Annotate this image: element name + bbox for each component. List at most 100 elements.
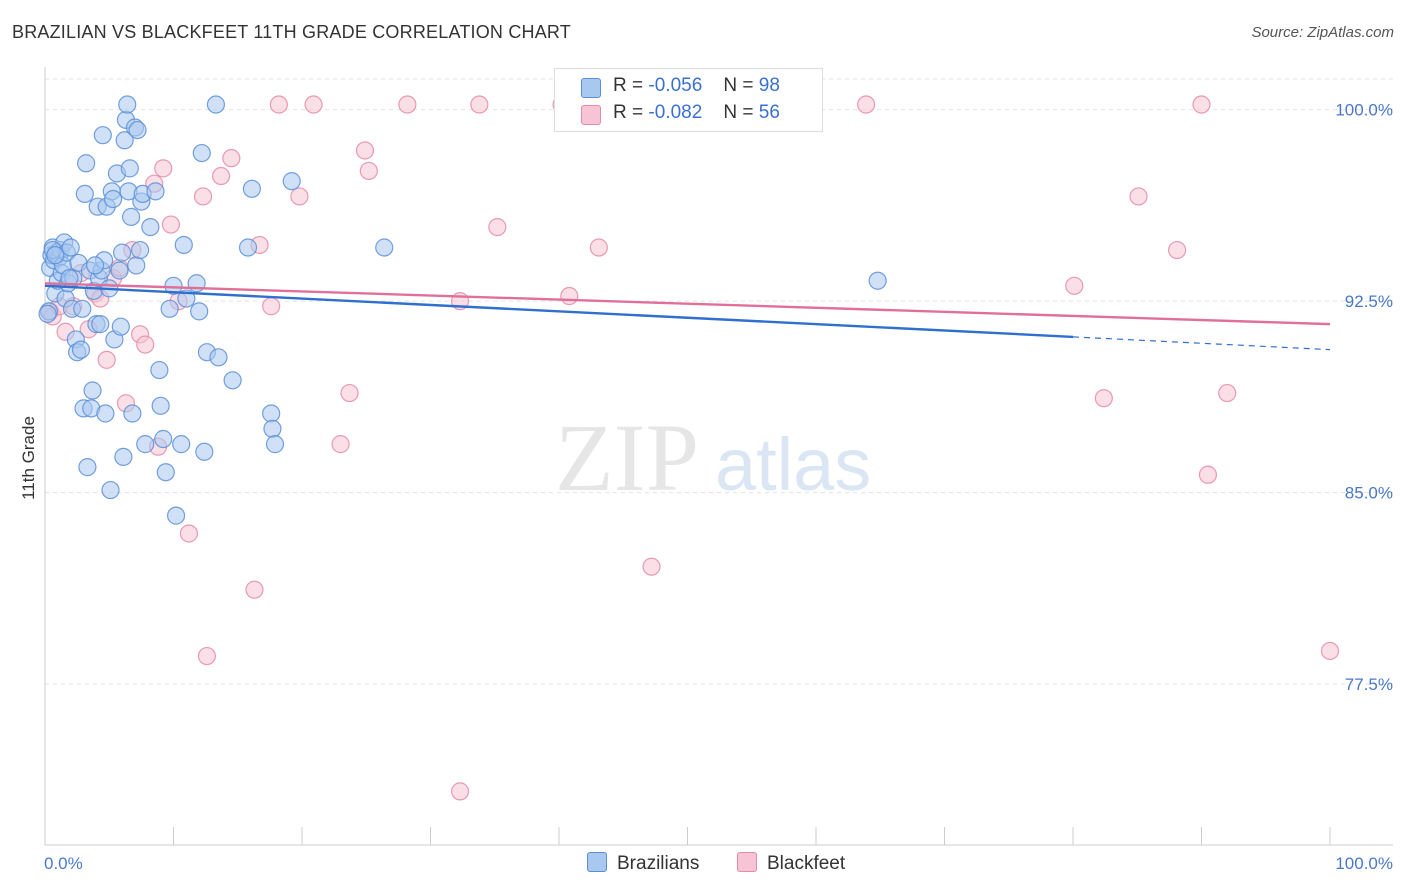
blackfeet-point xyxy=(488,217,507,237)
blackfeet-point xyxy=(340,383,359,403)
brazilians-point xyxy=(71,340,91,359)
legend-n-label: N = xyxy=(723,102,754,123)
brazilians-point xyxy=(172,435,191,454)
legend-r-label: R = xyxy=(613,75,644,96)
blackfeet-point xyxy=(154,159,173,178)
y-tick-label: 100.0% xyxy=(1335,101,1393,120)
chart-title: BRAZILIAN VS BLACKFEET 11TH GRADE CORREL… xyxy=(12,22,571,42)
bottom-legend-swatch-brazilians xyxy=(587,852,607,872)
legend-r-label: R = xyxy=(613,102,644,123)
brazilians-point xyxy=(128,120,147,140)
bottom-legend-label-blackfeet: Blackfeet xyxy=(767,853,846,874)
bottom-legend-label-brazilians: Brazilians xyxy=(617,853,700,874)
brazilians-point xyxy=(127,256,146,275)
correlation-legend: R = -0.056 N = 98 R = -0.082 N = 56 xyxy=(554,68,823,132)
blackfeet-point xyxy=(450,782,470,801)
blackfeet-point xyxy=(1065,276,1084,295)
trend-lines xyxy=(44,282,1331,351)
blackfeet-point xyxy=(355,141,375,160)
brazilians-points xyxy=(38,95,887,525)
brazilians-point xyxy=(112,243,132,262)
bottom-legend-brazilians[interactable]: Brazilians xyxy=(587,852,699,875)
brazilians-point xyxy=(61,238,80,257)
watermark-zip: ZIP xyxy=(555,404,699,511)
blackfeet-point xyxy=(161,215,181,234)
brazilians-point xyxy=(156,463,175,482)
y-tick-label: 77.5% xyxy=(1345,675,1393,694)
blackfeet-point xyxy=(290,187,309,206)
blackfeet-point xyxy=(642,557,661,576)
blackfeet-point xyxy=(262,297,281,316)
brazilians-point xyxy=(174,235,193,255)
brazilians-point xyxy=(262,404,281,423)
y-axis-label: 11th Grade xyxy=(19,416,38,500)
brazilians-point xyxy=(375,238,394,257)
blackfeet-point xyxy=(398,95,417,114)
blackfeet-point xyxy=(211,166,231,186)
blackfeet-point xyxy=(222,149,241,168)
brazilians-point xyxy=(130,240,150,260)
brazilians-point xyxy=(78,458,97,477)
brazilians-point xyxy=(38,304,57,324)
blackfeet-trend-line xyxy=(44,282,1331,326)
brazilians-point xyxy=(263,419,282,438)
brazilians-point xyxy=(123,404,142,423)
brazilians-point xyxy=(101,480,120,500)
blackfeet-point xyxy=(470,95,489,114)
blackfeet-point xyxy=(136,335,155,354)
bottom-legend-blackfeet[interactable]: Blackfeet xyxy=(737,852,845,875)
brazilians-point xyxy=(114,447,133,466)
blackfeet-point xyxy=(269,95,288,114)
x-tick-left: 0.0% xyxy=(44,854,83,873)
blackfeet-points xyxy=(41,95,1340,801)
legend-swatch-brazilians xyxy=(581,78,601,98)
x-tick-right: 100.0% xyxy=(1335,854,1393,873)
brazilians-point xyxy=(166,506,186,525)
blackfeet-point xyxy=(245,580,264,599)
brazilians-point xyxy=(115,131,134,150)
brazilians-point xyxy=(160,299,179,318)
brazilians-point xyxy=(238,238,258,257)
brazilians-point xyxy=(120,159,139,178)
blackfeet-point xyxy=(304,95,323,114)
brazilians-point xyxy=(75,184,94,203)
axes-layer: 100.0% 92.5% 85.0% 77.5% xyxy=(44,67,1393,846)
brazilians-point xyxy=(141,217,160,237)
blackfeet-point xyxy=(179,524,199,543)
brazilians-point xyxy=(110,261,129,280)
brazilians-point xyxy=(177,289,196,308)
brazilians-point xyxy=(164,276,183,295)
brazilians-point xyxy=(86,256,105,275)
brazilians-point xyxy=(121,207,141,226)
blackfeet-point xyxy=(560,286,579,306)
brazilians-point xyxy=(265,435,285,454)
watermark: ZIP atlas xyxy=(555,404,871,511)
brazilians-trend-line xyxy=(44,284,1074,339)
brazilians-point xyxy=(151,396,170,415)
blackfeet-point xyxy=(589,238,608,257)
brazilians-point xyxy=(223,371,242,390)
legend-n-value: 98 xyxy=(758,75,780,96)
blackfeet-point xyxy=(1129,187,1148,206)
brazilians-point xyxy=(77,154,96,173)
blackfeet-point xyxy=(1167,240,1187,260)
brazilians-point xyxy=(93,126,112,145)
legend-n-value: 56 xyxy=(758,102,780,123)
blackfeet-point xyxy=(1218,383,1237,403)
brazilians-point xyxy=(118,95,137,114)
legend-n-label: N = xyxy=(723,75,754,96)
blackfeet-point xyxy=(857,95,876,114)
brazilians-point xyxy=(192,143,211,163)
brazilians-point xyxy=(282,172,301,191)
brazilians-point xyxy=(73,299,92,318)
brazilians-trend-extension xyxy=(1072,336,1331,351)
y-tick-label: 92.5% xyxy=(1345,292,1393,311)
brazilians-point xyxy=(104,189,123,209)
legend-r-value: -0.082 xyxy=(648,102,703,123)
blackfeet-point xyxy=(1198,465,1218,484)
brazilians-point xyxy=(206,95,226,114)
brazilians-point xyxy=(150,360,169,380)
brazilians-point xyxy=(46,246,65,265)
watermark-atlas: atlas xyxy=(715,423,871,506)
